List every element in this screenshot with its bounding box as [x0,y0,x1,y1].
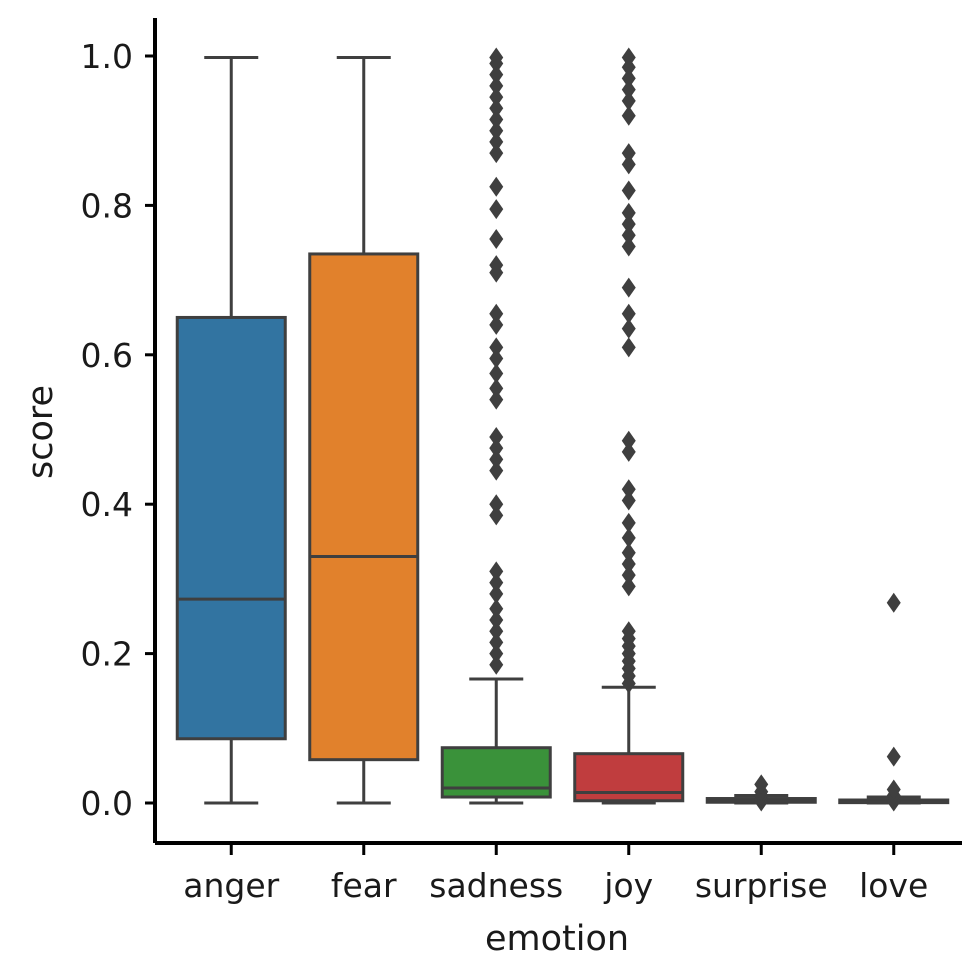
outlier-point [621,143,636,164]
outlier-point [754,774,769,795]
x-tick-label-love: love [859,866,928,905]
outlier-point [489,229,504,250]
outlier-point [621,318,636,339]
outlier-point [489,199,504,220]
outlier-point [489,363,504,384]
y-axis-title: score [21,385,61,479]
outlier-point [489,505,504,526]
outlier-point [621,553,636,574]
outlier-point [621,479,636,500]
outlier-point [489,75,504,96]
outlier-point [489,494,504,515]
outlier-point [489,621,504,642]
outlier-point [489,632,504,653]
outlier-point [489,143,504,164]
outlier-point [886,592,901,613]
outlier-point [489,572,504,593]
x-axis-ticks: anger fear sadness joy surprise love [183,843,928,905]
outlier-point [489,87,504,108]
outlier-point [489,131,504,152]
outlier-point [621,303,636,324]
outlier-point [621,214,636,235]
outlier-point [489,598,504,619]
outlier-point [489,426,504,447]
outlier-point [489,314,504,335]
outlier-point [886,779,901,800]
outlier-point [489,255,504,276]
outlier-point [621,527,636,548]
outlier-point [621,430,636,451]
outlier-point [489,47,504,68]
box-iqr [175,315,287,741]
outlier-point [489,654,504,675]
outlier-point [489,64,504,85]
outlier-point [489,348,504,369]
outlier-point [489,583,504,604]
outlier-point [621,512,636,533]
plot-area [175,47,950,812]
box-love [838,592,950,812]
y-tick-label: 1.0 [81,37,133,76]
x-tick-label-surprise: surprise [695,866,828,905]
outlier-point [621,565,636,586]
outlier-point [489,337,504,358]
outlier-point [489,120,504,141]
outlier-point [621,236,636,257]
x-tick-label-sadness: sadness [429,866,563,905]
x-axis-title: emotion [485,919,629,959]
outlier-point [489,176,504,197]
outlier-point [621,621,636,642]
x-tick-label-anger: anger [183,866,279,905]
x-tick-label-joy: joy [603,866,653,905]
outlier-point [621,105,636,126]
outlier-point [489,438,504,459]
outlier-point [489,643,504,664]
y-tick-label: 0.2 [81,635,133,674]
y-tick-label: 0.0 [81,784,133,823]
box-surprise [705,774,817,812]
y-tick-label: 0.6 [81,336,133,375]
outlier-point [621,441,636,462]
outlier-point [621,225,636,246]
x-tick-label-fear: fear [331,866,397,905]
outlier-point [489,449,504,470]
box-iqr [440,746,552,799]
outlier-point [621,180,636,201]
box-sadness [440,47,552,805]
box-anger [175,55,287,805]
outlier-point [886,746,901,767]
y-axis-ticks: 0.0 0.2 0.4 0.6 0.8 1.0 [81,37,155,823]
outlier-point [621,202,636,223]
outlier-point [621,542,636,563]
outlier-point [489,303,504,324]
outlier-point [489,389,504,410]
outlier-point [621,576,636,597]
y-tick-label: 0.8 [81,186,133,225]
outlier-point [489,98,504,119]
outlier-point [621,337,636,358]
outlier-point [489,561,504,582]
outlier-point [621,154,636,175]
outlier-point [489,109,504,130]
box-iqr [308,252,420,762]
outlier-point [489,460,504,481]
outlier-point [621,490,636,511]
outlier-point [621,277,636,298]
outlier-point [621,68,636,89]
y-tick-label: 0.4 [81,485,133,524]
outlier-point [621,79,636,100]
outlier-point [621,90,636,111]
box-joy [573,47,685,805]
box-fear [308,55,420,805]
outlier-point [489,378,504,399]
outlier-point [489,609,504,630]
outlier-point [621,47,636,68]
